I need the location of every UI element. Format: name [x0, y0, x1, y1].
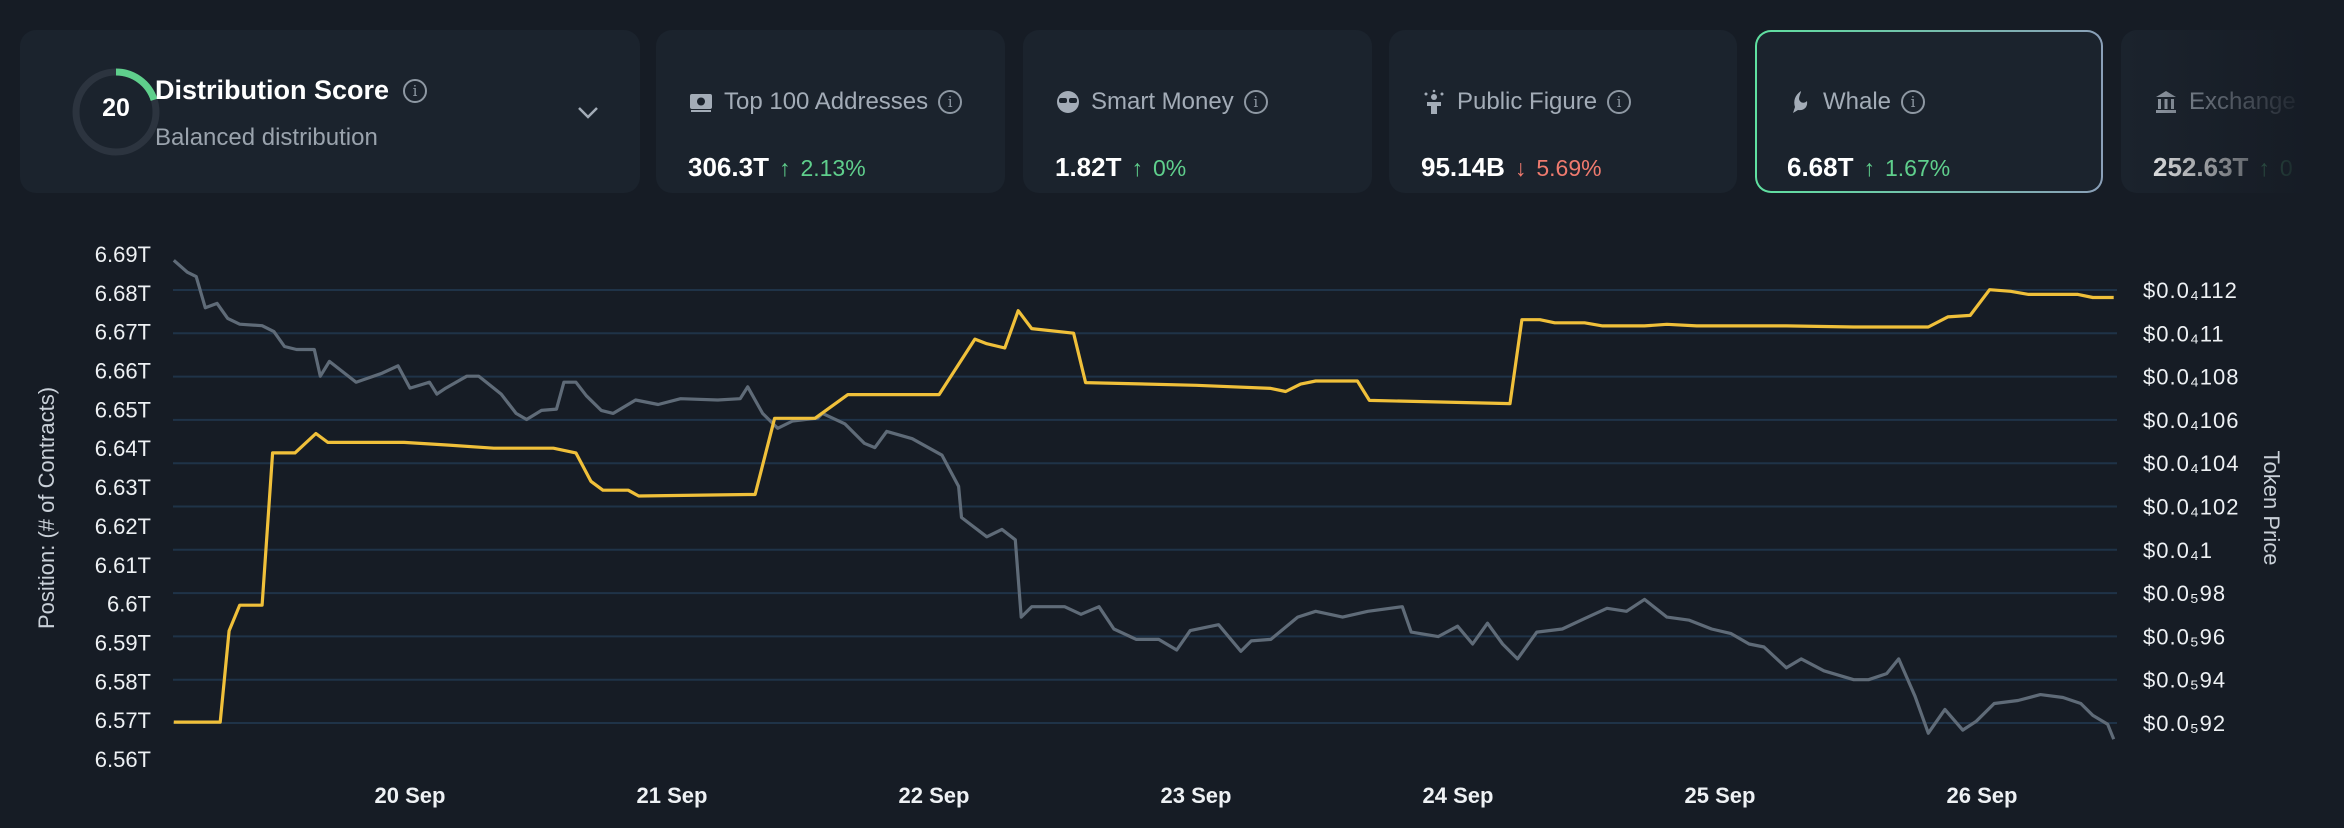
- x-tick-label: 26 Sep: [1947, 783, 2018, 808]
- y2-tick-label: $0.0₄11: [2143, 321, 2225, 346]
- sunglasses-icon: [1057, 91, 1079, 113]
- card-label: Public Figure: [1457, 88, 1598, 115]
- card-change: 2.13%: [800, 155, 866, 181]
- y-tick-label: 6.64T: [95, 436, 151, 461]
- y-tick-label: 6.68T: [95, 281, 151, 306]
- y2-tick-label: $0.0₄1: [2143, 538, 2213, 563]
- y-tick-label: 6.56T: [95, 747, 151, 772]
- card-label: Whale: [1823, 88, 1892, 115]
- card-change: 1.67%: [1885, 155, 1951, 181]
- whale-icon: [1793, 91, 1808, 113]
- y2-tick-label: $0.0₄102: [2143, 495, 2240, 520]
- x-tick-label: 22 Sep: [899, 783, 970, 808]
- y-tick-label: 6.59T: [95, 630, 151, 655]
- info-icon[interactable]: i: [1607, 90, 1632, 114]
- card-change: 0: [2279, 155, 2293, 181]
- score-ring: [72, 68, 160, 156]
- y-tick-label: 6.58T: [95, 669, 151, 694]
- change-up-icon: ↑: [1131, 155, 1144, 181]
- y-axis-title: Position: (# of Contracts): [34, 387, 59, 629]
- change-down-icon: ↓: [1514, 155, 1527, 181]
- y2-tick-label: $0.0₄112: [2143, 278, 2238, 303]
- card-smart-money[interactable]: Smart Money i 1.82T ↑ 0%: [1023, 30, 1372, 193]
- card-change: 0%: [1153, 155, 1187, 181]
- chevron-down-icon[interactable]: [577, 106, 599, 120]
- info-icon[interactable]: i: [1243, 90, 1268, 114]
- change-up-icon: ↑: [2258, 155, 2270, 181]
- distribution-score-card[interactable]: 20 Distribution Score i Balanced distrib…: [20, 30, 640, 193]
- y-tick-label: 6.62T: [95, 514, 151, 539]
- y2-tick-label: $0.0₅96: [2143, 624, 2226, 649]
- position-line: [173, 288, 2114, 724]
- card-value: 1.82T: [1055, 152, 1122, 182]
- y2-tick-label: $0.0₅94: [2143, 668, 2226, 693]
- distribution-subtitle: Balanced distribution: [155, 124, 378, 151]
- y2-tick-label: $0.0₅92: [2143, 711, 2226, 736]
- score-progress-arc: [72, 68, 160, 156]
- y-tick-label: 6.69T: [95, 242, 151, 267]
- card-label: Exchange: [2189, 88, 2296, 115]
- card-value: 95.14B: [1421, 152, 1505, 182]
- card-value: 6.68T: [1787, 152, 1854, 182]
- info-icon[interactable]: i: [938, 90, 963, 114]
- y-tick-label: 6.57T: [95, 708, 151, 733]
- y2-axis-title: Token Price: [2259, 451, 2284, 566]
- public-figure-icon: [1424, 89, 1444, 114]
- y-tick-label: 6.6T: [107, 592, 151, 617]
- y-tick-label: 6.66T: [95, 359, 151, 384]
- info-icon[interactable]: i: [403, 78, 428, 103]
- card-exchange[interactable]: Exchange 252.63T ↑ 0: [2121, 30, 2344, 193]
- y-tick-label: 6.67T: [95, 320, 151, 345]
- card-label: Smart Money: [1091, 88, 1234, 115]
- card-value: 306.3T: [688, 152, 769, 182]
- x-tick-label: 25 Sep: [1685, 783, 1756, 808]
- money-icon: [690, 94, 712, 112]
- info-icon[interactable]: i: [1901, 90, 1926, 114]
- distribution-title: Distribution Score: [155, 75, 390, 105]
- x-tick-label: 24 Sep: [1423, 783, 1494, 808]
- y2-tick-label: $0.0₅98: [2143, 581, 2226, 606]
- card-value: 252.63T: [2153, 152, 2249, 182]
- y2-tick-label: $0.0₄108: [2143, 365, 2240, 390]
- y2-tick-label: $0.0₄104: [2143, 451, 2240, 476]
- x-tick-label: 23 Sep: [1161, 783, 1232, 808]
- card-label: Top 100 Addresses: [724, 88, 929, 115]
- change-up-icon: ↑: [778, 155, 791, 181]
- x-tick-label: 20 Sep: [375, 783, 446, 808]
- card-whale[interactable]: Whale i 6.68T ↑ 1.67%: [1755, 30, 2103, 193]
- token-price-line: [172, 259, 2116, 740]
- y2-tick-label: $0.0₄106: [2143, 408, 2240, 433]
- score-value: 20: [102, 94, 130, 122]
- y-tick-label: 6.63T: [95, 475, 151, 500]
- card-public-figure[interactable]: Public Figure i 95.14B ↓ 5.69%: [1389, 30, 1737, 193]
- y-tick-label: 6.65T: [95, 397, 151, 422]
- x-tick-label: 21 Sep: [637, 783, 708, 808]
- y-tick-label: 6.61T: [95, 553, 151, 578]
- change-up-icon: ↑: [1863, 155, 1876, 181]
- bank-icon: [2156, 91, 2176, 113]
- card-change: 5.69%: [1536, 155, 1602, 181]
- card-top-100-addresses[interactable]: Top 100 Addresses i 306.3T ↑ 2.13%: [656, 30, 1005, 193]
